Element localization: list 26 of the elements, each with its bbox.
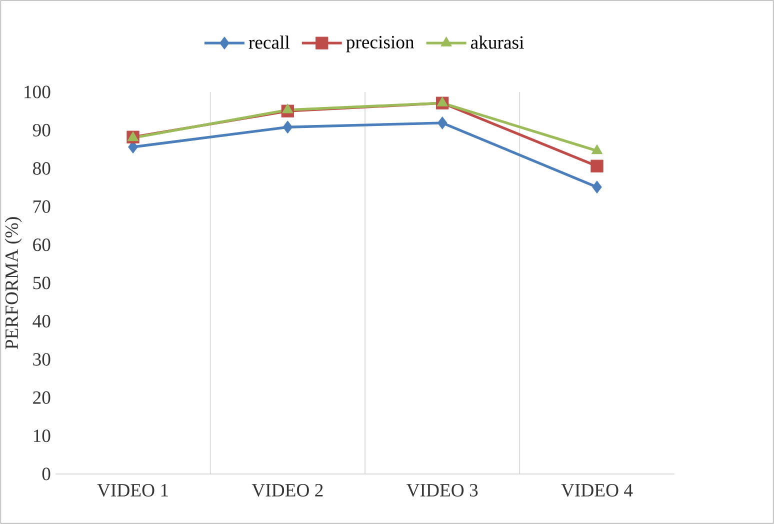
point xyxy=(438,116,448,130)
point xyxy=(590,160,604,172)
point xyxy=(591,144,603,154)
point xyxy=(282,120,293,134)
point xyxy=(436,96,448,106)
y-axis-title: PERFORMA (%) xyxy=(4,217,22,350)
y-tick-label: 10 xyxy=(34,429,50,442)
y-tick-label: 50 xyxy=(33,276,50,290)
y-tick-label: 0 xyxy=(42,468,50,480)
y-tick-label: 20 xyxy=(33,391,50,404)
x-tick-label: VIDEO 2 xyxy=(252,484,323,497)
legend-label: recall xyxy=(248,36,290,49)
y-tick-label: 60 xyxy=(33,238,50,252)
point xyxy=(592,180,602,194)
y-tick-label: 70 xyxy=(34,200,50,213)
y-tick-label: 30 xyxy=(33,353,50,366)
point xyxy=(282,104,294,114)
x-tick-label: VIDEO 3 xyxy=(406,484,478,497)
x-tick-label: VIDEO 4 xyxy=(561,484,633,497)
legend-label: precision xyxy=(346,36,414,52)
legend-label: akurasi xyxy=(470,36,524,49)
y-tick-label: 80 xyxy=(33,162,50,175)
y-tick-label: 90 xyxy=(32,124,50,136)
x-tick-label: VIDEO 1 xyxy=(97,484,168,497)
y-tick-label: 40 xyxy=(32,314,50,328)
y-tick-label: 100 xyxy=(24,86,50,98)
